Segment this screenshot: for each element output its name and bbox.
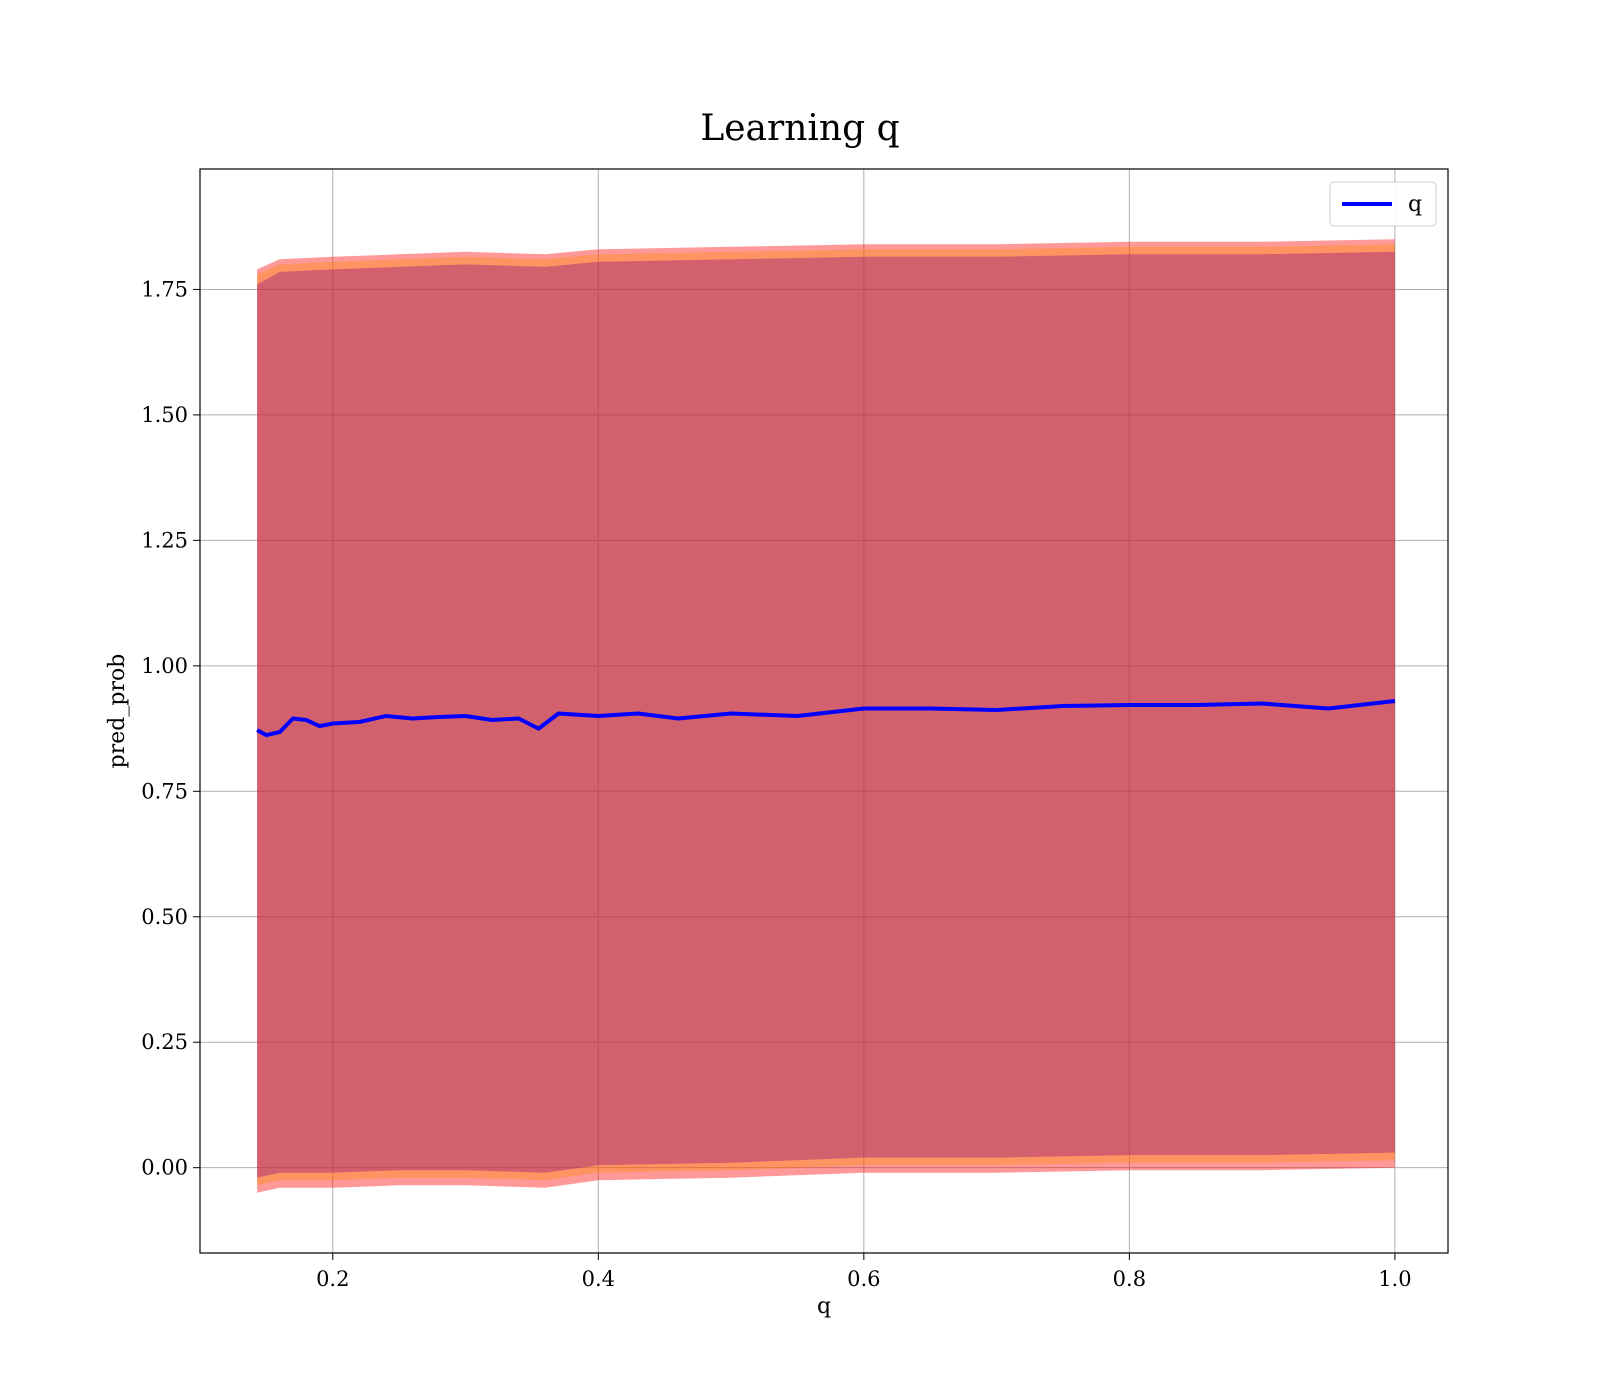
legend-label: q: [1408, 192, 1422, 217]
chart-title: Learning q: [700, 108, 899, 149]
series-lines: [256, 699, 1396, 738]
y-tick-label: 1.75: [141, 277, 188, 301]
y-tick-label: 0.75: [141, 779, 188, 803]
x-tick-label: 0.2: [316, 1267, 349, 1291]
x-axis-label: q: [817, 1294, 831, 1319]
series-line-0: [256, 699, 1396, 738]
plot-frame: [199, 168, 1449, 1254]
y-tick-label: 1.00: [141, 654, 188, 678]
y-axis-label: pred_prob: [105, 654, 130, 769]
x-tick-label: 0.4: [582, 1267, 615, 1291]
y-tick-label: 0.00: [141, 1156, 188, 1180]
x-axis-ticks: 0.2 0.4 0.6 0.8 1.0: [316, 1253, 1412, 1291]
y-tick-label: 0.50: [141, 905, 188, 929]
x-tick-label: 0.6: [847, 1267, 880, 1291]
band-1: [257, 244, 1395, 1186]
y-axis-ticks: 0.00 0.25 0.50 0.75 1.00 1.25 1.50 1.75: [141, 277, 200, 1180]
x-tick-label: 1.0: [1378, 1267, 1411, 1291]
y-tick-label: 0.25: [141, 1030, 188, 1054]
band-0: [257, 239, 1395, 1193]
grid-lines: [200, 169, 1448, 1253]
y-tick-label: 1.50: [141, 403, 188, 427]
x-tick-label: 0.8: [1113, 1267, 1146, 1291]
y-tick-label: 1.25: [141, 528, 188, 552]
legend: q: [1329, 181, 1437, 227]
